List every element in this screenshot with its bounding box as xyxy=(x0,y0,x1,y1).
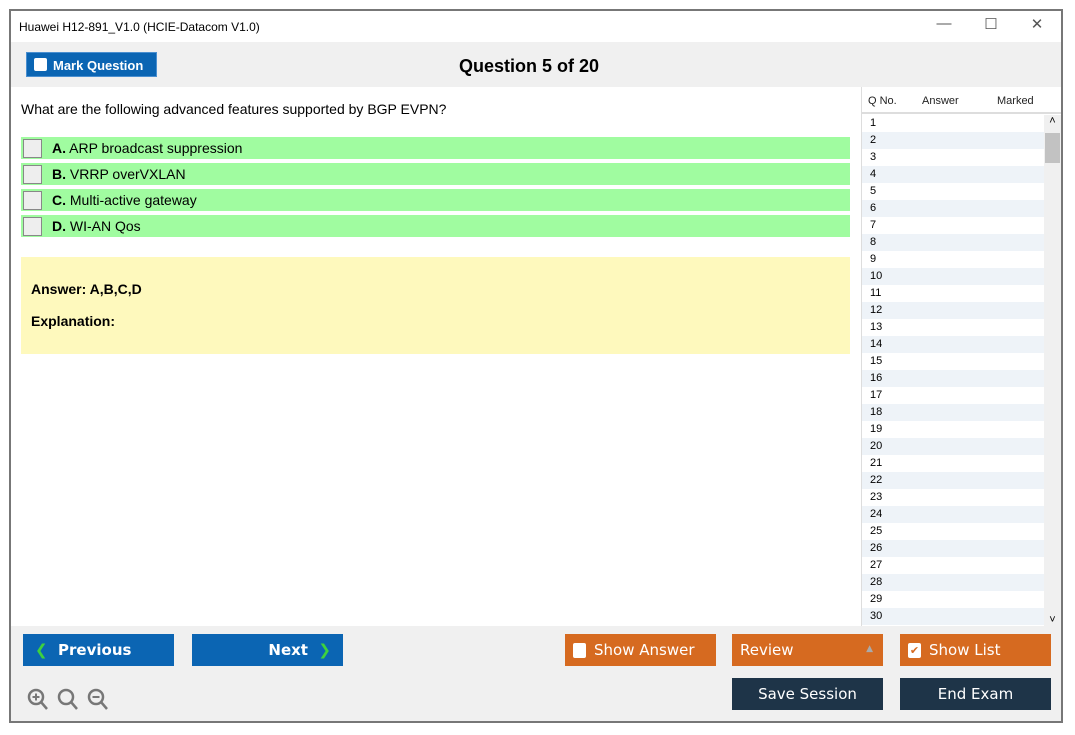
option-letter: D. xyxy=(52,218,66,234)
list-item[interactable]: 21 xyxy=(870,457,883,469)
list-item[interactable]: 10 xyxy=(862,268,1044,285)
end-exam-button[interactable]: End Exam xyxy=(900,678,1051,710)
option-text: WI-AN Qos xyxy=(69,218,141,234)
scroll-thumb[interactable] xyxy=(1045,133,1060,163)
zoom-reset-icon[interactable] xyxy=(57,688,78,710)
explanation-label: Explanation: xyxy=(31,313,116,329)
list-item[interactable]: 12 xyxy=(862,302,1044,319)
option-b[interactable]: B. VRRP overVXLAN xyxy=(21,163,850,185)
show-list-button[interactable]: ✔ Show List xyxy=(900,634,1051,666)
window-title: Huawei H12-891_V1.0 (HCIE-Datacom V1.0) xyxy=(19,20,260,34)
minimize-button[interactable]: — xyxy=(936,15,952,32)
list-item[interactable]: 14 xyxy=(862,336,1044,353)
list-item[interactable]: 26 xyxy=(862,540,1044,557)
next-button[interactable]: Next ❯ xyxy=(192,634,343,666)
list-item[interactable]: 19 xyxy=(870,423,883,435)
list-item[interactable]: 20 xyxy=(862,438,1044,455)
checkbox-icon xyxy=(34,58,47,71)
zoom-controls xyxy=(27,688,108,710)
list-item[interactable]: 2 xyxy=(862,132,1044,149)
list-item[interactable]: 22 xyxy=(862,472,1044,489)
list-rows: 1 2 3 4 5 6 7 8 9 10 11 12 13 14 15 16 17 18 19 20 21 22 23 24 2… xyxy=(862,115,1044,625)
header-marked[interactable]: Marked xyxy=(997,95,1034,107)
review-dropdown[interactable]: Review ▲ xyxy=(732,634,883,666)
toolbar: Mark Question Question 5 of 20 xyxy=(11,42,1061,87)
show-list-label: Show List xyxy=(929,641,1001,659)
option-text: ARP broadcast suppression xyxy=(69,140,243,156)
list-item[interactable]: 6 xyxy=(862,200,1044,217)
answer-box: Answer: A,B,C,D Explanation: xyxy=(21,257,850,354)
list-item[interactable]: 8 xyxy=(862,234,1044,251)
list-item[interactable]: 9 xyxy=(870,253,877,265)
scrollbar[interactable]: ˄ ˅ xyxy=(1044,115,1061,626)
previous-label: Previous xyxy=(58,641,132,659)
list-item[interactable]: 1 xyxy=(870,117,877,129)
option-letter: C. xyxy=(52,192,66,208)
list-item[interactable]: 25 xyxy=(870,525,883,537)
chevron-left-icon: ❮ xyxy=(35,641,48,659)
list-item[interactable]: 3 xyxy=(870,151,877,163)
previous-button[interactable]: ❮ Previous xyxy=(23,634,174,666)
list-item[interactable]: 30 xyxy=(862,608,1044,625)
list-item[interactable]: 13 xyxy=(870,321,883,333)
dropdown-arrow-icon: ▲ xyxy=(866,644,873,654)
next-label: Next xyxy=(268,641,308,659)
mark-question-label: Mark Question xyxy=(53,58,144,73)
list-header: Q No. Answer Marked xyxy=(862,87,1061,114)
maximize-button[interactable]: ☐ xyxy=(984,16,998,33)
list-item[interactable]: 16 xyxy=(862,370,1044,387)
option-checkbox[interactable] xyxy=(23,139,42,158)
list-item[interactable]: 27 xyxy=(870,559,883,571)
option-checkbox[interactable] xyxy=(23,165,42,184)
option-letter: B. xyxy=(52,166,66,182)
list-item[interactable]: 29 xyxy=(870,593,883,605)
answer-text: Answer: A,B,C,D xyxy=(31,281,142,297)
show-answer-label: Show Answer xyxy=(594,641,695,659)
checkbox-icon[interactable] xyxy=(573,643,586,658)
app-window: Huawei H12-891_V1.0 (HCIE-Datacom V1.0) … xyxy=(9,9,1063,723)
option-checkbox[interactable] xyxy=(23,191,42,210)
option-a[interactable]: A. ARP broadcast suppression xyxy=(21,137,850,159)
list-item[interactable]: 5 xyxy=(870,185,877,197)
scroll-down-icon[interactable]: ˅ xyxy=(1049,614,1056,626)
option-c[interactable]: C. Multi-active gateway xyxy=(21,189,850,211)
question-counter: Question 5 of 20 xyxy=(458,56,600,76)
list-item[interactable]: 15 xyxy=(870,355,883,367)
option-letter: A. xyxy=(52,140,66,156)
zoom-in-icon[interactable] xyxy=(27,688,48,710)
list-item[interactable]: 28 xyxy=(862,574,1044,591)
review-label: Review xyxy=(740,641,794,659)
option-text: Multi-active gateway xyxy=(69,192,197,208)
header-answer[interactable]: Answer xyxy=(922,95,959,107)
option-checkbox[interactable] xyxy=(23,217,42,236)
title-bar: Huawei H12-891_V1.0 (HCIE-Datacom V1.0) … xyxy=(11,11,1061,42)
list-item[interactable]: 18 xyxy=(862,404,1044,421)
list-item[interactable]: 17 xyxy=(870,389,883,401)
chevron-right-icon: ❯ xyxy=(318,641,331,659)
question-list: Q No. Answer Marked 1 2 3 4 5 6 7 8 9 10 11 12 13 14 1… xyxy=(861,87,1061,626)
question-panel: What are the following advanced features… xyxy=(11,87,861,626)
close-button[interactable]: ✕ xyxy=(1030,16,1044,33)
list-item[interactable]: 11 xyxy=(870,287,882,299)
scroll-up-icon[interactable]: ˄ xyxy=(1049,115,1056,127)
question-text: What are the following advanced features… xyxy=(21,101,447,117)
mark-question-button[interactable]: Mark Question xyxy=(26,52,157,77)
show-answer-button[interactable]: Show Answer xyxy=(565,634,716,666)
option-d[interactable]: D. WI-AN Qos xyxy=(21,215,850,237)
checkmark-icon[interactable]: ✔ xyxy=(908,643,921,658)
save-session-button[interactable]: Save Session xyxy=(732,678,883,710)
list-item[interactable]: 7 xyxy=(870,219,877,231)
zoom-out-icon[interactable] xyxy=(87,688,108,710)
option-text: VRRP overVXLAN xyxy=(69,166,186,182)
list-item[interactable]: 4 xyxy=(862,166,1044,183)
list-item[interactable]: 24 xyxy=(862,506,1044,523)
header-qno[interactable]: Q No. xyxy=(868,95,897,107)
list-item[interactable]: 23 xyxy=(870,491,883,503)
